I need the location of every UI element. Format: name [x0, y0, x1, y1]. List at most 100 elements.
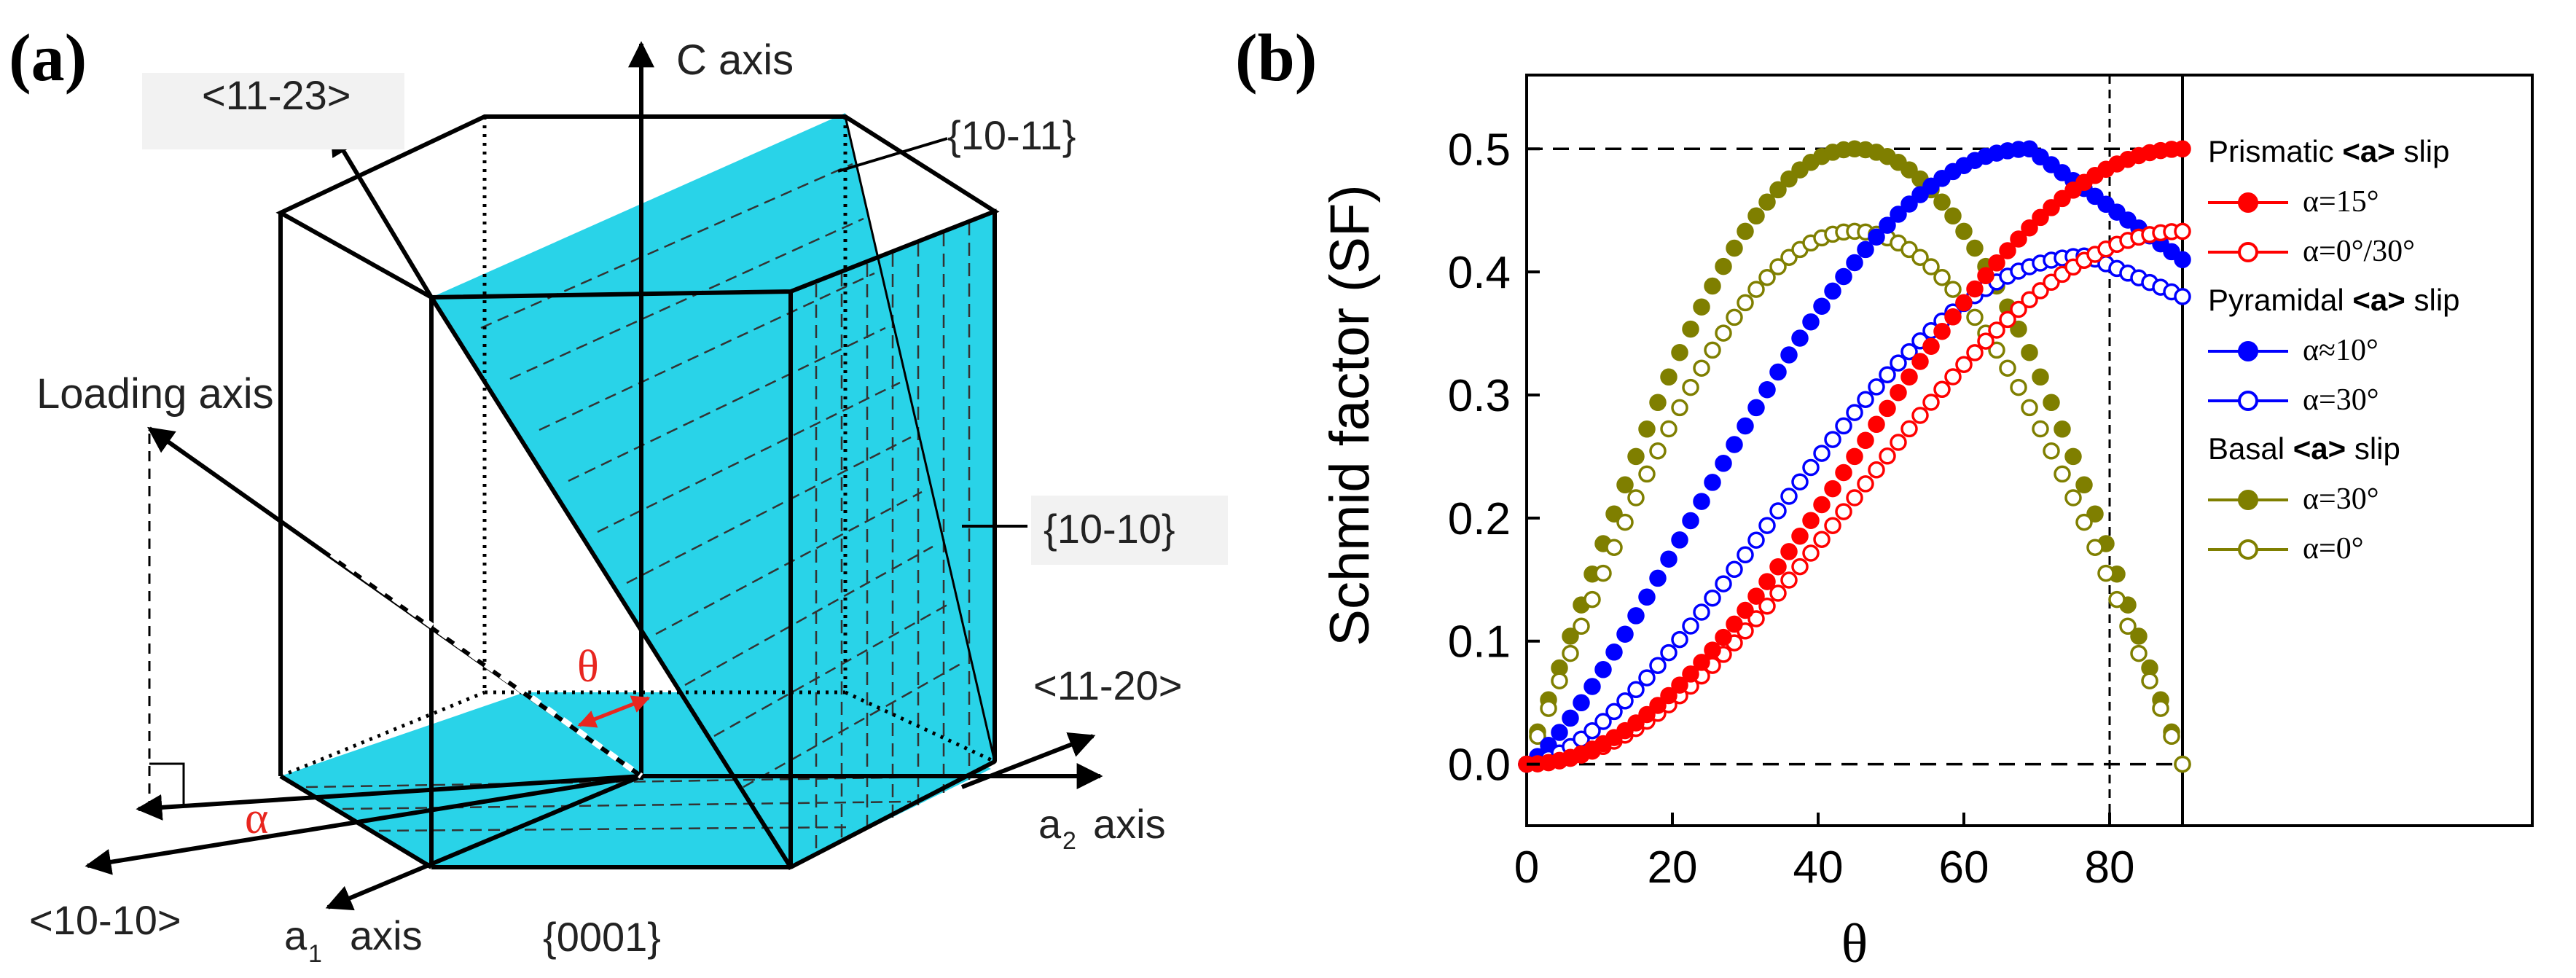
series-4-point: [2021, 343, 2038, 361]
series-2-point: [1649, 569, 1667, 587]
series-2-point: [1769, 363, 1787, 381]
series-4-point: [2032, 368, 2049, 386]
series-1-point: [2010, 300, 2027, 318]
label-bg-10-10: [1031, 496, 1228, 565]
projection-line: [136, 774, 642, 821]
series-4-point: [1627, 447, 1645, 466]
series-0-point: [1999, 242, 2016, 259]
series-5-point: [2086, 539, 2104, 556]
series-2-point: [1824, 282, 1841, 300]
series-5-point: [2032, 420, 2049, 438]
series-1-point: [1933, 380, 1951, 399]
series-5-point: [1573, 617, 1590, 635]
series-5-point: [2064, 489, 2082, 506]
series-1-point: [1977, 332, 1994, 350]
legend-entry-label: α=30°: [2303, 383, 2379, 417]
series-5-point: [2174, 755, 2191, 773]
series-1-point: [1835, 503, 1852, 520]
label-plane-10-11: {10-11}: [947, 112, 1076, 158]
legend-entry-label: α=15°: [2303, 185, 2379, 219]
series-0-point: [1966, 280, 1984, 298]
label-dir-11-23: <11-23>: [202, 72, 351, 118]
dir-10-10-arrow: [85, 774, 642, 875]
series-5-point: [1726, 308, 1743, 326]
series-1-point: [1813, 531, 1831, 548]
series-4-point: [1966, 239, 1984, 257]
series-4-point: [2075, 476, 2093, 494]
series-5-point: [1605, 539, 1623, 556]
series-5-point: [1999, 359, 2016, 377]
series-1-point: [1824, 517, 1841, 534]
series-2-point: [1660, 550, 1677, 568]
legend-marker: [2238, 391, 2258, 411]
series-5-point: [1922, 258, 1940, 275]
series-3-point: [1693, 603, 1710, 621]
series-0-point: [1660, 686, 1677, 705]
series-2-point: [1627, 607, 1645, 625]
series-0-point: [1693, 654, 1710, 671]
prism-plane-hatching: [815, 222, 971, 853]
legend-marker: [2238, 242, 2258, 262]
series-3-point: [1846, 404, 1863, 421]
series-1-point: [2174, 222, 2191, 240]
series-0-point: [1835, 463, 1852, 482]
series-2-point: [1638, 588, 1656, 606]
legend-marker: [2238, 192, 2258, 213]
series-3-point: [1879, 366, 1896, 383]
series-0-point: [1747, 587, 1765, 605]
series-0-point: [1955, 294, 1973, 312]
series-4-point: [1562, 627, 1579, 645]
leader-10-11: [837, 137, 948, 173]
series-2-point: [1857, 240, 1874, 259]
series-3-point: [1747, 531, 1765, 549]
series-0-point: [1769, 558, 1787, 576]
series-1-point: [1802, 544, 1820, 562]
x-tick-label: 0: [1514, 842, 1539, 893]
series-0-point: [1704, 641, 1721, 659]
y-tick-label: 0.3: [1448, 371, 1511, 421]
series-5-point: [1682, 378, 1699, 396]
series-5-point: [1529, 727, 1546, 746]
series-4-point: [2130, 627, 2148, 645]
series-3-point: [1660, 643, 1677, 662]
series-3-point: [1890, 354, 1907, 372]
series-3-point: [1868, 378, 1885, 396]
series-0-point: [1715, 628, 1732, 646]
series-2-point: [1835, 267, 1852, 286]
series-2-point: [1583, 678, 1601, 695]
series-3-point: [1769, 502, 1787, 520]
series-4-point: [1726, 239, 1743, 257]
y-tick-label: 0.2: [1448, 494, 1511, 544]
series-5-point: [2043, 442, 2060, 460]
series-4-point: [2086, 505, 2104, 523]
series-5-point: [1638, 465, 1656, 483]
hidden-edges: [280, 117, 996, 778]
series-0-point: [1890, 383, 1907, 402]
series-1-point: [1857, 475, 1874, 493]
series-5-point: [1704, 341, 1721, 359]
label-plane-10-10: {10-10}: [1044, 506, 1175, 552]
series-4-point: [1900, 161, 1918, 179]
legend-marker: [2238, 341, 2258, 361]
legend-marker: [2238, 490, 2258, 510]
series-4-point: [1693, 298, 1710, 316]
series-5-point: [1616, 513, 1634, 531]
series-5-point: [2163, 727, 2180, 746]
series-0-point: [1638, 705, 1656, 724]
series-0-point: [1824, 480, 1841, 498]
series-4-point: [1682, 320, 1699, 338]
series-0-point: [1813, 496, 1831, 514]
series-0-point: [1900, 368, 1918, 386]
series-4-point: [1769, 181, 1787, 199]
label-c-axis: C axis: [676, 36, 794, 84]
label-a2-axis: axis: [1093, 801, 1166, 847]
series-0-point: [1846, 447, 1863, 466]
series-3-point: [1737, 546, 1754, 564]
series-0-point: [1977, 267, 1994, 285]
series-2-point: [1758, 380, 1776, 399]
series-1-point: [1911, 407, 1929, 424]
series-1-point: [1879, 447, 1896, 465]
series-1-point: [1868, 461, 1885, 479]
series-4-point: [2064, 447, 2082, 466]
series-0-point: [1649, 697, 1667, 714]
